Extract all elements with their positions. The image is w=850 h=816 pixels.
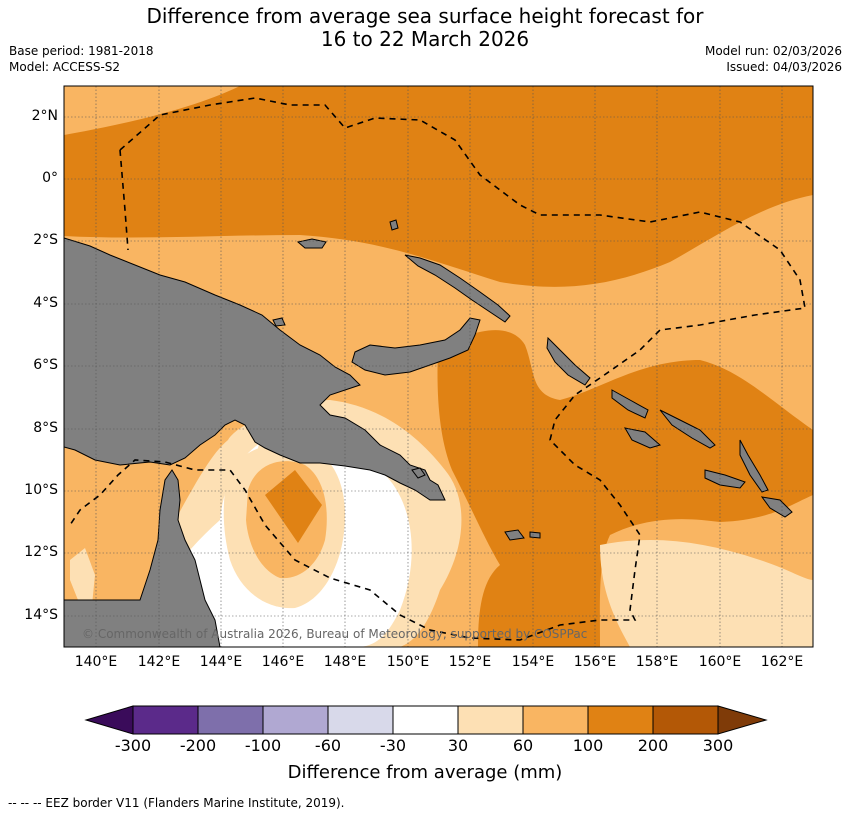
anomaly-region-100-200-north — [64, 86, 813, 287]
cape-york-landmass — [64, 469, 221, 647]
eez-border — [69, 97, 806, 641]
small-island — [529, 531, 541, 539]
lon-label-7: 154°E — [511, 654, 555, 670]
lon-label-3: 146°E — [261, 654, 305, 670]
lon-label-4: 148°E — [323, 654, 367, 670]
karkar-island — [272, 317, 286, 327]
base-period: Base period: 1981-2018 — [9, 44, 154, 58]
lon-label-5: 150°E — [386, 654, 430, 670]
colorbar-segment-5 — [392, 705, 459, 735]
map-frame — [63, 85, 814, 648]
colorbar-segment-2 — [197, 705, 264, 735]
new-britain-island — [351, 317, 481, 376]
lon-label-0: 140°E — [74, 654, 118, 670]
mussau-island — [389, 219, 399, 231]
map-title-line2: 16 to 22 March 2026 — [320, 27, 530, 51]
graticule — [64, 86, 813, 647]
colorbar-tick-5: 30 — [447, 736, 469, 755]
anomaly-region-100-200-east — [437, 330, 813, 647]
bougainville-island — [546, 336, 591, 386]
dentrecasteaux-island — [411, 467, 426, 479]
lat-label-8: 14°S — [24, 607, 58, 623]
new-ireland-island — [404, 254, 511, 323]
colorbar-tick-1: -200 — [179, 736, 217, 755]
colorbar-segment-4 — [327, 705, 394, 735]
colorbar-arrow-high — [717, 705, 768, 735]
colorbar-segment-6 — [457, 705, 524, 735]
colorbar-segment-3 — [262, 705, 329, 735]
map-area — [64, 86, 813, 647]
colorbar-tick-4: -30 — [379, 736, 407, 755]
lon-label-8: 156°E — [573, 654, 617, 670]
colorbar-title: Difference from average (mm) — [287, 762, 563, 783]
lat-label-6: 10°S — [24, 482, 58, 498]
lat-label-3: 4°S — [33, 295, 58, 311]
colorbar-tick-2: -100 — [244, 736, 282, 755]
colorbar-tick-9: 300 — [702, 736, 734, 755]
lon-label-1: 142°E — [137, 654, 181, 670]
lon-label-6: 152°E — [448, 654, 492, 670]
colorbar-segment-7 — [522, 705, 589, 735]
map-title-line1: Difference from average sea surface heig… — [146, 4, 704, 28]
lat-label-1: 0° — [42, 170, 58, 186]
manus-island — [296, 238, 327, 249]
lon-label-11: 162°E — [760, 654, 804, 670]
colorbar — [84, 705, 768, 735]
colorbar-segment-1 — [132, 705, 199, 735]
makira-island — [760, 496, 793, 518]
lat-label-0: 2°N — [31, 108, 58, 124]
colorbar-segment-8 — [587, 705, 654, 735]
lat-label-2: 2°S — [33, 232, 58, 248]
new-georgia-island — [624, 427, 662, 449]
anomaly-region-30-60-southeast — [600, 540, 813, 647]
guadalcanal-island — [704, 469, 746, 489]
colorbar-segment-9 — [652, 705, 719, 735]
colorbar-tick-6: 60 — [512, 736, 534, 755]
lon-label-2: 144°E — [199, 654, 243, 670]
lon-label-9: 158°E — [635, 654, 679, 670]
choiseul-island — [611, 389, 649, 419]
model-run: Model run: 02/03/2026 — [704, 44, 842, 58]
issued-date: Issued: 04/03/2026 — [726, 60, 842, 74]
lon-label-10: 160°E — [698, 654, 742, 670]
colorbar-arrow-low — [84, 705, 134, 735]
colorbar-tick-3: -60 — [314, 736, 342, 755]
rossel-island — [504, 529, 525, 541]
copyright-text: © Commonwealth of Australia 2026, Bureau… — [82, 627, 587, 641]
colorbar-tick-0: -300 — [114, 736, 152, 755]
anomaly-region-100-200-core — [265, 470, 322, 543]
lat-label-5: 8°S — [33, 420, 58, 436]
model-name: Model: ACCESS-S2 — [9, 60, 121, 74]
anomaly-region-30-60-west — [70, 548, 95, 605]
lat-label-7: 12°S — [24, 544, 58, 560]
colorbar-tick-8: 200 — [637, 736, 669, 755]
lat-label-4: 6°S — [33, 357, 58, 373]
colorbar-tick-7: 100 — [572, 736, 604, 755]
eez-legend-note: -- -- -- EEZ border V11 (Flanders Marine… — [8, 796, 345, 810]
